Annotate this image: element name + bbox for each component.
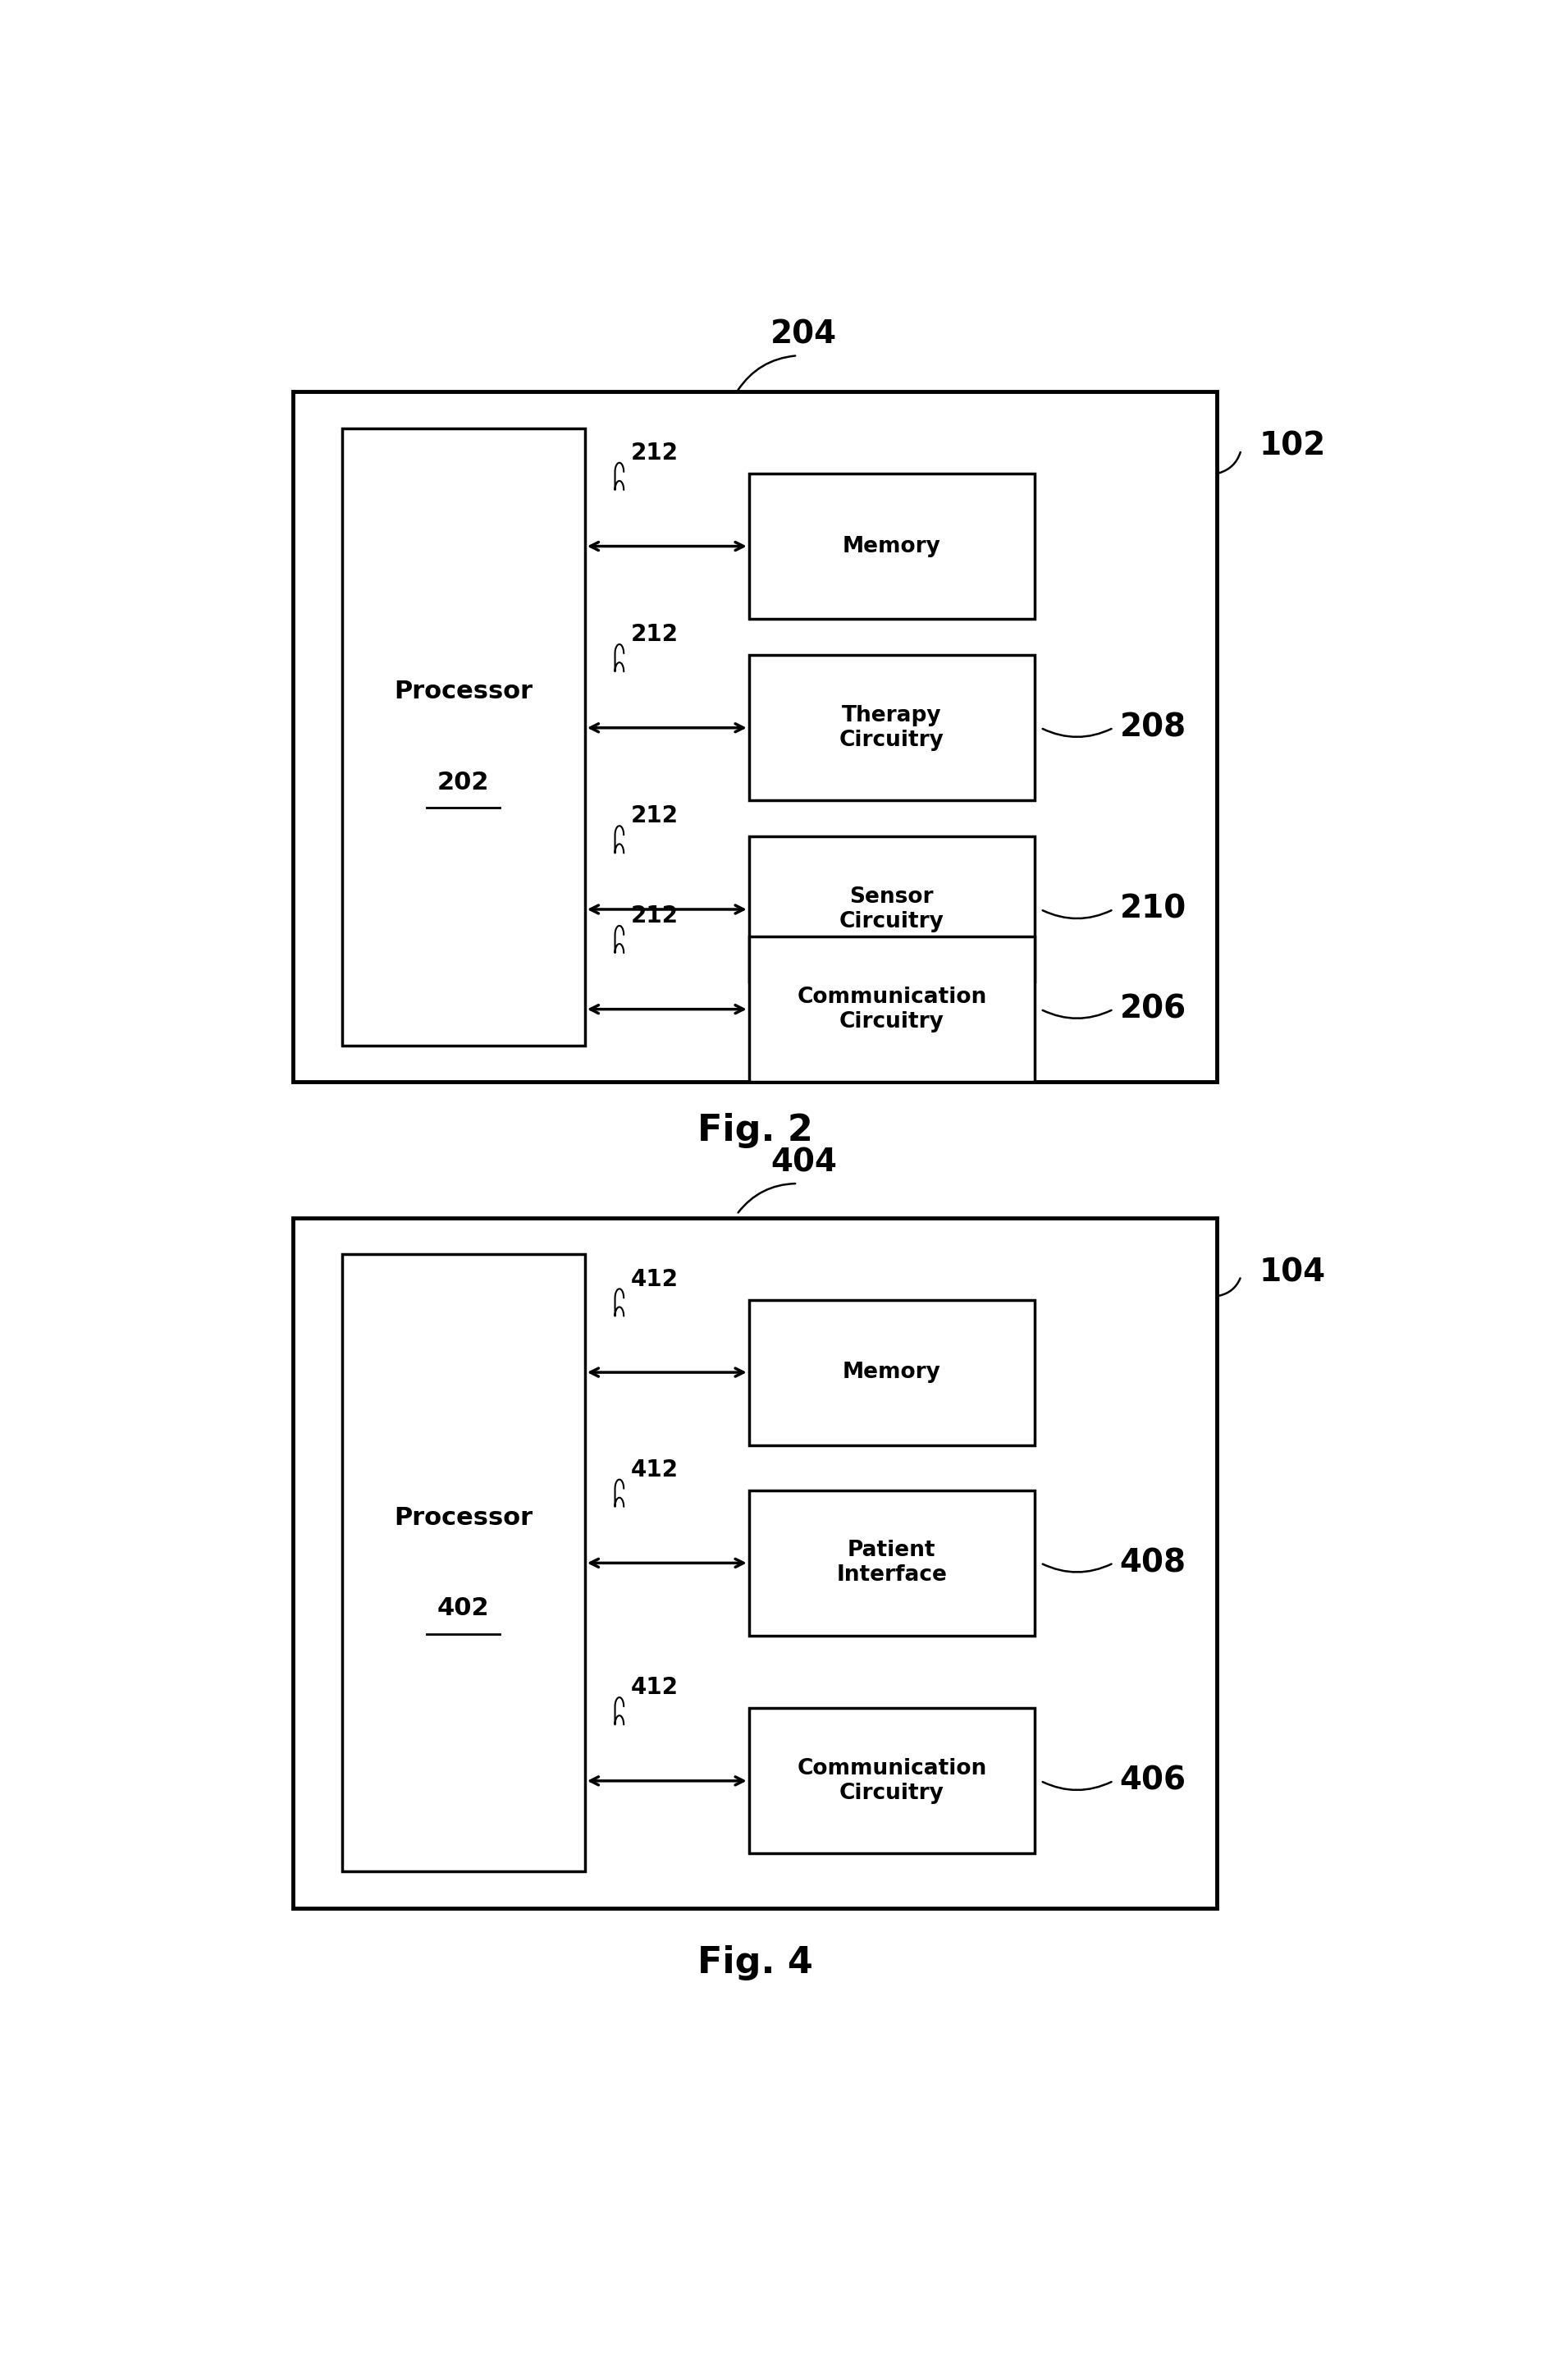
Text: 408: 408 xyxy=(1120,1547,1185,1578)
Bar xyxy=(750,1490,1035,1636)
Text: 212: 212 xyxy=(630,804,679,828)
Bar xyxy=(293,1219,1217,1908)
Bar xyxy=(750,1299,1035,1445)
Text: 404: 404 xyxy=(770,1146,837,1179)
Text: 208: 208 xyxy=(1120,712,1185,743)
Text: Communication
Circuitry: Communication Circuitry xyxy=(797,986,986,1033)
Bar xyxy=(750,1707,1035,1853)
Text: Processor: Processor xyxy=(394,1507,533,1530)
Bar xyxy=(750,936,1035,1082)
Text: 210: 210 xyxy=(1120,894,1187,924)
Bar xyxy=(342,429,585,1045)
Text: 406: 406 xyxy=(1120,1766,1185,1797)
Text: Processor: Processor xyxy=(394,679,533,703)
Bar xyxy=(293,391,1217,1082)
Text: 204: 204 xyxy=(770,318,837,349)
Text: Memory: Memory xyxy=(842,535,941,556)
Text: 212: 212 xyxy=(630,905,679,927)
Text: Memory: Memory xyxy=(842,1361,941,1384)
Text: 104: 104 xyxy=(1259,1257,1327,1287)
Text: Sensor
Circuitry: Sensor Circuitry xyxy=(839,887,944,931)
Bar xyxy=(750,656,1035,799)
Text: 202: 202 xyxy=(437,771,489,795)
Text: Patient
Interface: Patient Interface xyxy=(836,1540,947,1587)
Bar xyxy=(750,837,1035,981)
Text: 102: 102 xyxy=(1259,432,1327,462)
Bar xyxy=(342,1254,585,1872)
Text: Fig. 4: Fig. 4 xyxy=(698,1945,812,1981)
Text: 206: 206 xyxy=(1120,993,1185,1026)
Text: 212: 212 xyxy=(630,441,679,465)
Text: Therapy
Circuitry: Therapy Circuitry xyxy=(839,705,944,750)
Text: 412: 412 xyxy=(630,1677,679,1700)
Text: Fig. 2: Fig. 2 xyxy=(698,1113,812,1148)
Text: Communication
Circuitry: Communication Circuitry xyxy=(797,1759,986,1804)
Text: 412: 412 xyxy=(630,1269,679,1290)
Text: 412: 412 xyxy=(630,1457,679,1481)
Text: 402: 402 xyxy=(437,1596,489,1620)
Text: 212: 212 xyxy=(630,623,679,646)
Bar xyxy=(750,474,1035,618)
